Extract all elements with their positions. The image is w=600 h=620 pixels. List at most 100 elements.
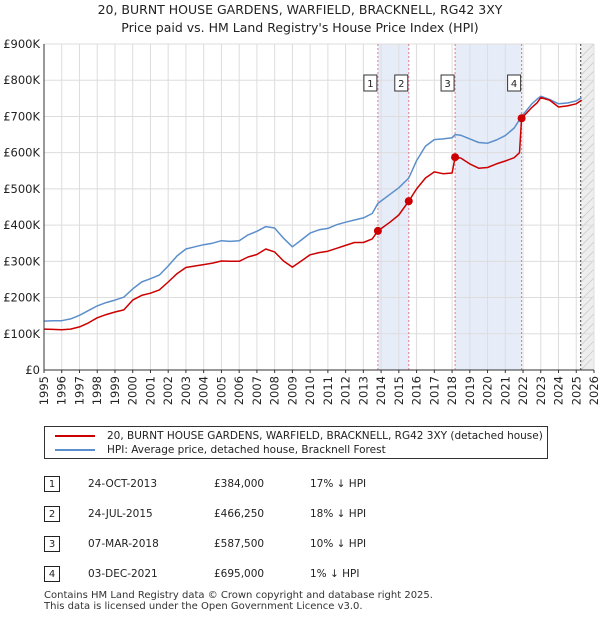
sale-flag-label: 2: [398, 79, 404, 90]
forecast-hatch: [580, 349, 595, 364]
legend-item-hpi: HPI: Average price, detached house, Brac…: [55, 443, 386, 457]
x-tick-label: 2023: [534, 376, 548, 405]
legend-swatch-property: [55, 435, 95, 437]
forecast-hatch: [580, 106, 595, 121]
forecast-hatch: [580, 79, 595, 94]
forecast-hatch: [580, 43, 595, 58]
forecast-hatch: [580, 250, 595, 265]
sale-hpi-diff: 10% ↓ HPI: [310, 538, 367, 550]
price-chart: 1 2 3 4 £0 £100K £200K £300K £400K £500K £600K £70…: [3, 37, 600, 405]
x-tick-label: 2021: [498, 376, 512, 405]
x-tick-label: 2006: [232, 376, 246, 405]
sale-price: £466,250: [214, 508, 265, 520]
x-tick-label: 2018: [445, 376, 459, 405]
sale-marker: 3: [44, 536, 60, 552]
hpi-line: [43, 95, 582, 322]
sale-point: [517, 114, 526, 123]
x-tick-label: 2007: [250, 376, 264, 405]
footer-licence: This data is licensed under the Open Gov…: [44, 601, 363, 612]
forecast-hatch: [580, 313, 595, 328]
sale-flag-label: 3: [444, 79, 450, 90]
forecast-hatch: [580, 223, 595, 238]
property-price-line: [43, 96, 583, 331]
x-tick-label: 1998: [90, 376, 104, 405]
sale-date: 24-OCT-2013: [88, 478, 157, 490]
sale-hpi-diff: 17% ↓ HPI: [310, 478, 367, 490]
x-tick-label: 1999: [108, 376, 122, 405]
sale-marker: 1: [44, 476, 60, 492]
x-tick-label: 2002: [161, 376, 175, 405]
y-tick-label: £700K: [3, 109, 40, 123]
x-tick-label: 2014: [374, 376, 388, 405]
forecast-hatch: [580, 295, 595, 310]
x-tick-label: 2000: [126, 376, 140, 405]
forecast-hatch: [580, 169, 595, 184]
y-tick-label: £600K: [3, 146, 40, 160]
footer-copyright: Contains HM Land Registry data © Crown c…: [44, 590, 433, 601]
shaded-range: [377, 44, 409, 370]
x-tick-label: 2022: [516, 376, 530, 405]
x-tick-label: 2008: [268, 376, 282, 405]
forecast-hatch: [580, 178, 595, 193]
x-tick-label: 2012: [339, 376, 353, 405]
sale-flag-label: 1: [367, 79, 373, 90]
table-row: 3 07-MAR-2018 £587,500 10% ↓ HPI: [44, 536, 564, 554]
x-tick-label: 2020: [481, 376, 495, 405]
x-tick-label: 2013: [356, 376, 370, 405]
sale-date: 24-JUL-2015: [88, 508, 153, 520]
forecast-hatch: [580, 142, 595, 157]
shaded-range: [455, 44, 522, 370]
x-tick-label: 2016: [410, 376, 424, 405]
sale-flag-label: 4: [511, 79, 517, 90]
sale-point: [373, 226, 382, 235]
sale-date: 07-MAR-2018: [88, 538, 159, 550]
forecast-hatch: [580, 70, 595, 85]
x-tick-label: 2010: [303, 376, 317, 405]
forecast-hatch: [580, 52, 595, 67]
x-tick-label: 2017: [427, 376, 441, 405]
forecast-hatch: [580, 214, 595, 229]
sale-point: [404, 197, 413, 206]
forecast-hatch: [580, 124, 595, 139]
sale-point: [451, 153, 460, 162]
forecast-hatch: [580, 268, 595, 283]
x-tick-label: 2024: [552, 376, 566, 405]
sale-date: 03-DEC-2021: [88, 568, 158, 580]
sale-flag: [440, 74, 455, 92]
y-tick-label: £0: [25, 363, 40, 377]
table-row: 2 24-JUL-2015 £466,250 18% ↓ HPI: [44, 506, 564, 524]
y-tick-label: £800K: [3, 73, 40, 87]
sale-price: £695,000: [214, 568, 265, 580]
sale-flag: [507, 74, 522, 92]
legend-swatch-hpi: [55, 449, 95, 451]
forecast-hatch: [580, 115, 595, 130]
x-tick-label: 2011: [321, 376, 335, 405]
forecast-hatch: [580, 232, 595, 247]
legend-label-hpi: HPI: Average price, detached house, Brac…: [107, 444, 386, 456]
forecast-hatch: [580, 205, 595, 220]
x-tick-label: 1997: [72, 376, 86, 405]
chart-subtitle: Price paid vs. HM Land Registry's House …: [121, 20, 479, 35]
x-tick-label: 1995: [37, 376, 51, 405]
x-tick-label: 2004: [197, 376, 211, 405]
sale-price: £587,500: [214, 538, 265, 550]
sale-flag: [363, 74, 378, 92]
x-tick-label: 2009: [285, 376, 299, 405]
forecast-hatch: [580, 151, 595, 166]
forecast-hatch: [580, 160, 595, 175]
x-tick-label: 2019: [463, 376, 477, 405]
forecast-hatch: [580, 61, 595, 76]
table-row: 1 24-OCT-2013 £384,000 17% ↓ HPI: [44, 476, 564, 494]
forecast-hatch: [580, 196, 595, 211]
forecast-hatch: [580, 340, 595, 355]
sale-price: £384,000: [214, 478, 265, 490]
sale-hpi-diff: 18% ↓ HPI: [310, 508, 367, 520]
forecast-hatch: [580, 241, 595, 256]
y-tick-label: £500K: [3, 182, 40, 196]
forecast-hatch: [580, 88, 595, 103]
footer: Contains HM Land Registry data © Crown c…: [44, 590, 433, 612]
chart-title: 20, BURNT HOUSE GARDENS, WARFIELD, BRACK…: [97, 2, 503, 17]
forecast-hatch: [580, 277, 595, 292]
sale-marker: 4: [44, 566, 60, 582]
sale-flag: [394, 74, 409, 92]
